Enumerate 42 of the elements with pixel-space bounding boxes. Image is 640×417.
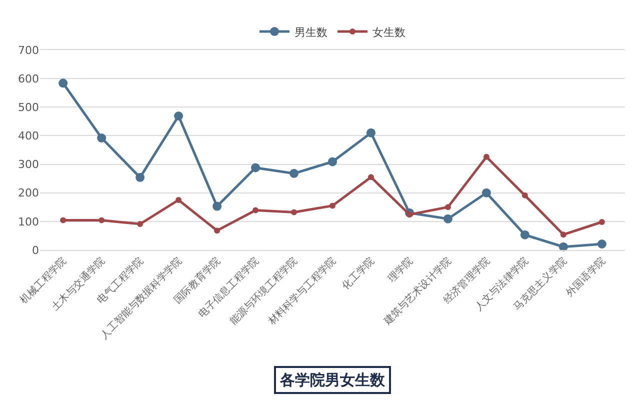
point: [443, 214, 452, 224]
point: [176, 197, 182, 203]
point: [598, 219, 605, 225]
point: [406, 212, 412, 218]
y-tick-label: 300: [18, 158, 39, 172]
point: [483, 154, 490, 160]
point: [60, 217, 66, 224]
point: [597, 240, 606, 248]
point: [291, 209, 298, 216]
point: [174, 112, 184, 120]
y-tick-label: 500: [18, 100, 39, 114]
point: [58, 78, 68, 88]
point: [136, 172, 145, 182]
y-tick-label: 200: [18, 186, 39, 200]
point: [214, 228, 220, 234]
point: [290, 168, 299, 178]
legend-label: 女生数: [372, 26, 406, 39]
point: [252, 207, 259, 214]
point: [212, 202, 222, 211]
point: [368, 174, 374, 180]
point: [444, 204, 451, 210]
point: [137, 221, 144, 227]
y-tick-label: 100: [18, 215, 39, 228]
point: [366, 128, 376, 138]
y-tick-label: 600: [18, 72, 39, 86]
point: [98, 217, 105, 224]
point: [251, 163, 260, 172]
point: [482, 188, 491, 198]
point: [522, 192, 528, 198]
y-tick-label: 400: [18, 130, 39, 143]
point: [330, 202, 336, 209]
point: [328, 157, 337, 166]
point: [558, 242, 568, 252]
x-tick-label: 化工学院: [340, 255, 377, 292]
text: 各学院男女生数: [279, 371, 386, 389]
x-tick-label: 理学院: [385, 255, 416, 285]
point: [97, 134, 106, 142]
point: [560, 232, 566, 238]
point: [520, 230, 530, 240]
y-tick-label: 0: [32, 244, 39, 257]
y-tick-label: 700: [18, 44, 39, 57]
legend-label: 男生数: [294, 26, 328, 39]
